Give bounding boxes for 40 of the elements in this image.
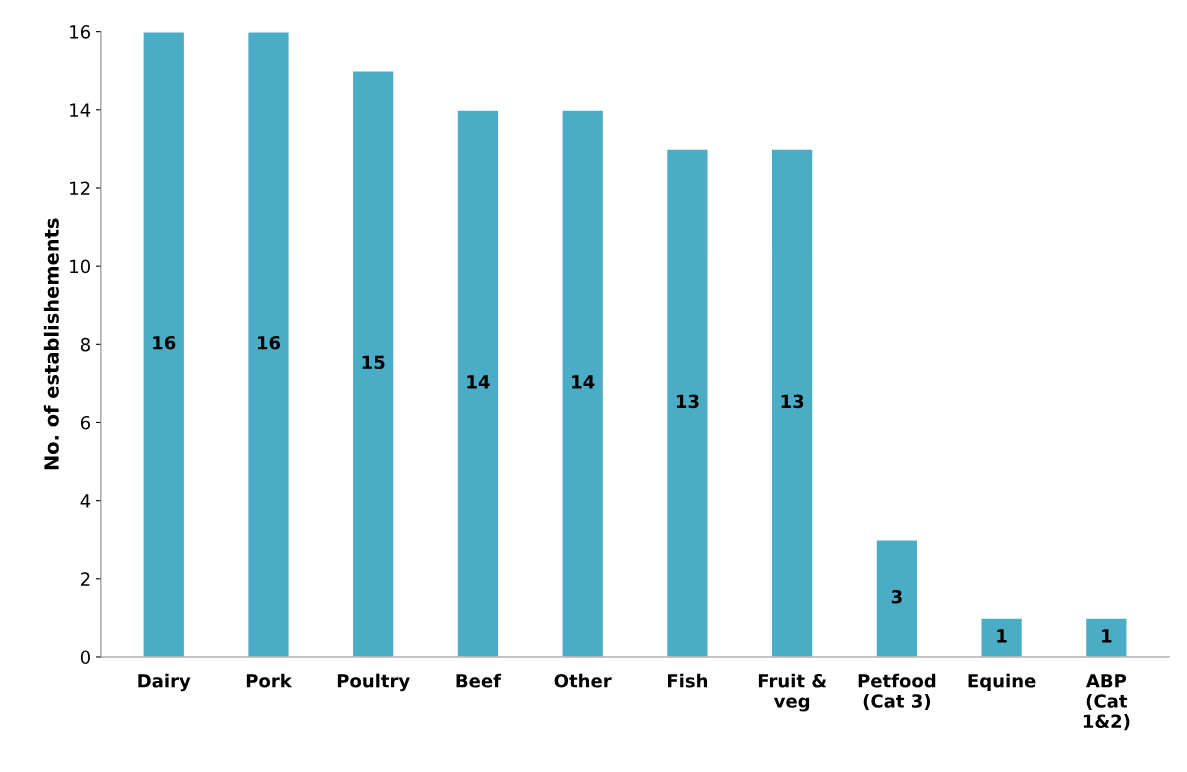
bar [456, 108, 500, 657]
x-tick-label: Fish [668, 673, 708, 688]
bar [979, 617, 1024, 657]
x-tick-label: Beef [456, 673, 502, 688]
y-tick-label: 6 [80, 415, 91, 430]
x-tick-label: ABP (Cat 1&2) [1083, 674, 1130, 731]
y-tick-label: 8 [80, 337, 90, 352]
y-axis-title: No. of establishements [43, 218, 59, 470]
bar [141, 31, 186, 657]
data-label: 13 [676, 394, 699, 409]
bar [1084, 617, 1129, 657]
x-tick-label: Pork [246, 673, 293, 688]
data-label: 1 [1102, 629, 1112, 643]
x-tick-label: Dairy [138, 673, 191, 692]
bar [665, 148, 710, 657]
x-tick-label: Equine [968, 673, 1036, 692]
y-tick-label: 14 [70, 103, 91, 117]
y-tick-label: 4 [80, 494, 91, 508]
data-label: 1 [997, 629, 1007, 643]
data-label: 16 [153, 335, 176, 350]
x-tick-label: Poultry [337, 673, 410, 692]
x-tick-label: Other [554, 673, 612, 688]
y-tick-label: 16 [70, 25, 91, 39]
data-label: 3 [891, 589, 902, 604]
y-tick-label: 12 [70, 181, 90, 195]
data-label: 15 [362, 355, 385, 370]
y-tick-label: 0 [80, 650, 90, 665]
bar [770, 148, 814, 657]
y-tick-label: 10 [70, 259, 90, 274]
y-tick-label: 2 [81, 572, 90, 586]
data-label: 14 [467, 375, 490, 389]
bar [875, 538, 919, 657]
bar [246, 31, 291, 657]
x-tick-label: Petfood (Cat 3) [858, 673, 936, 710]
bar [560, 108, 605, 657]
data-label: 14 [572, 375, 595, 389]
data-label: 13 [781, 394, 804, 409]
bar [351, 69, 395, 657]
data-label: 16 [257, 335, 281, 350]
x-tick-label: Fruit & veg [758, 673, 827, 712]
